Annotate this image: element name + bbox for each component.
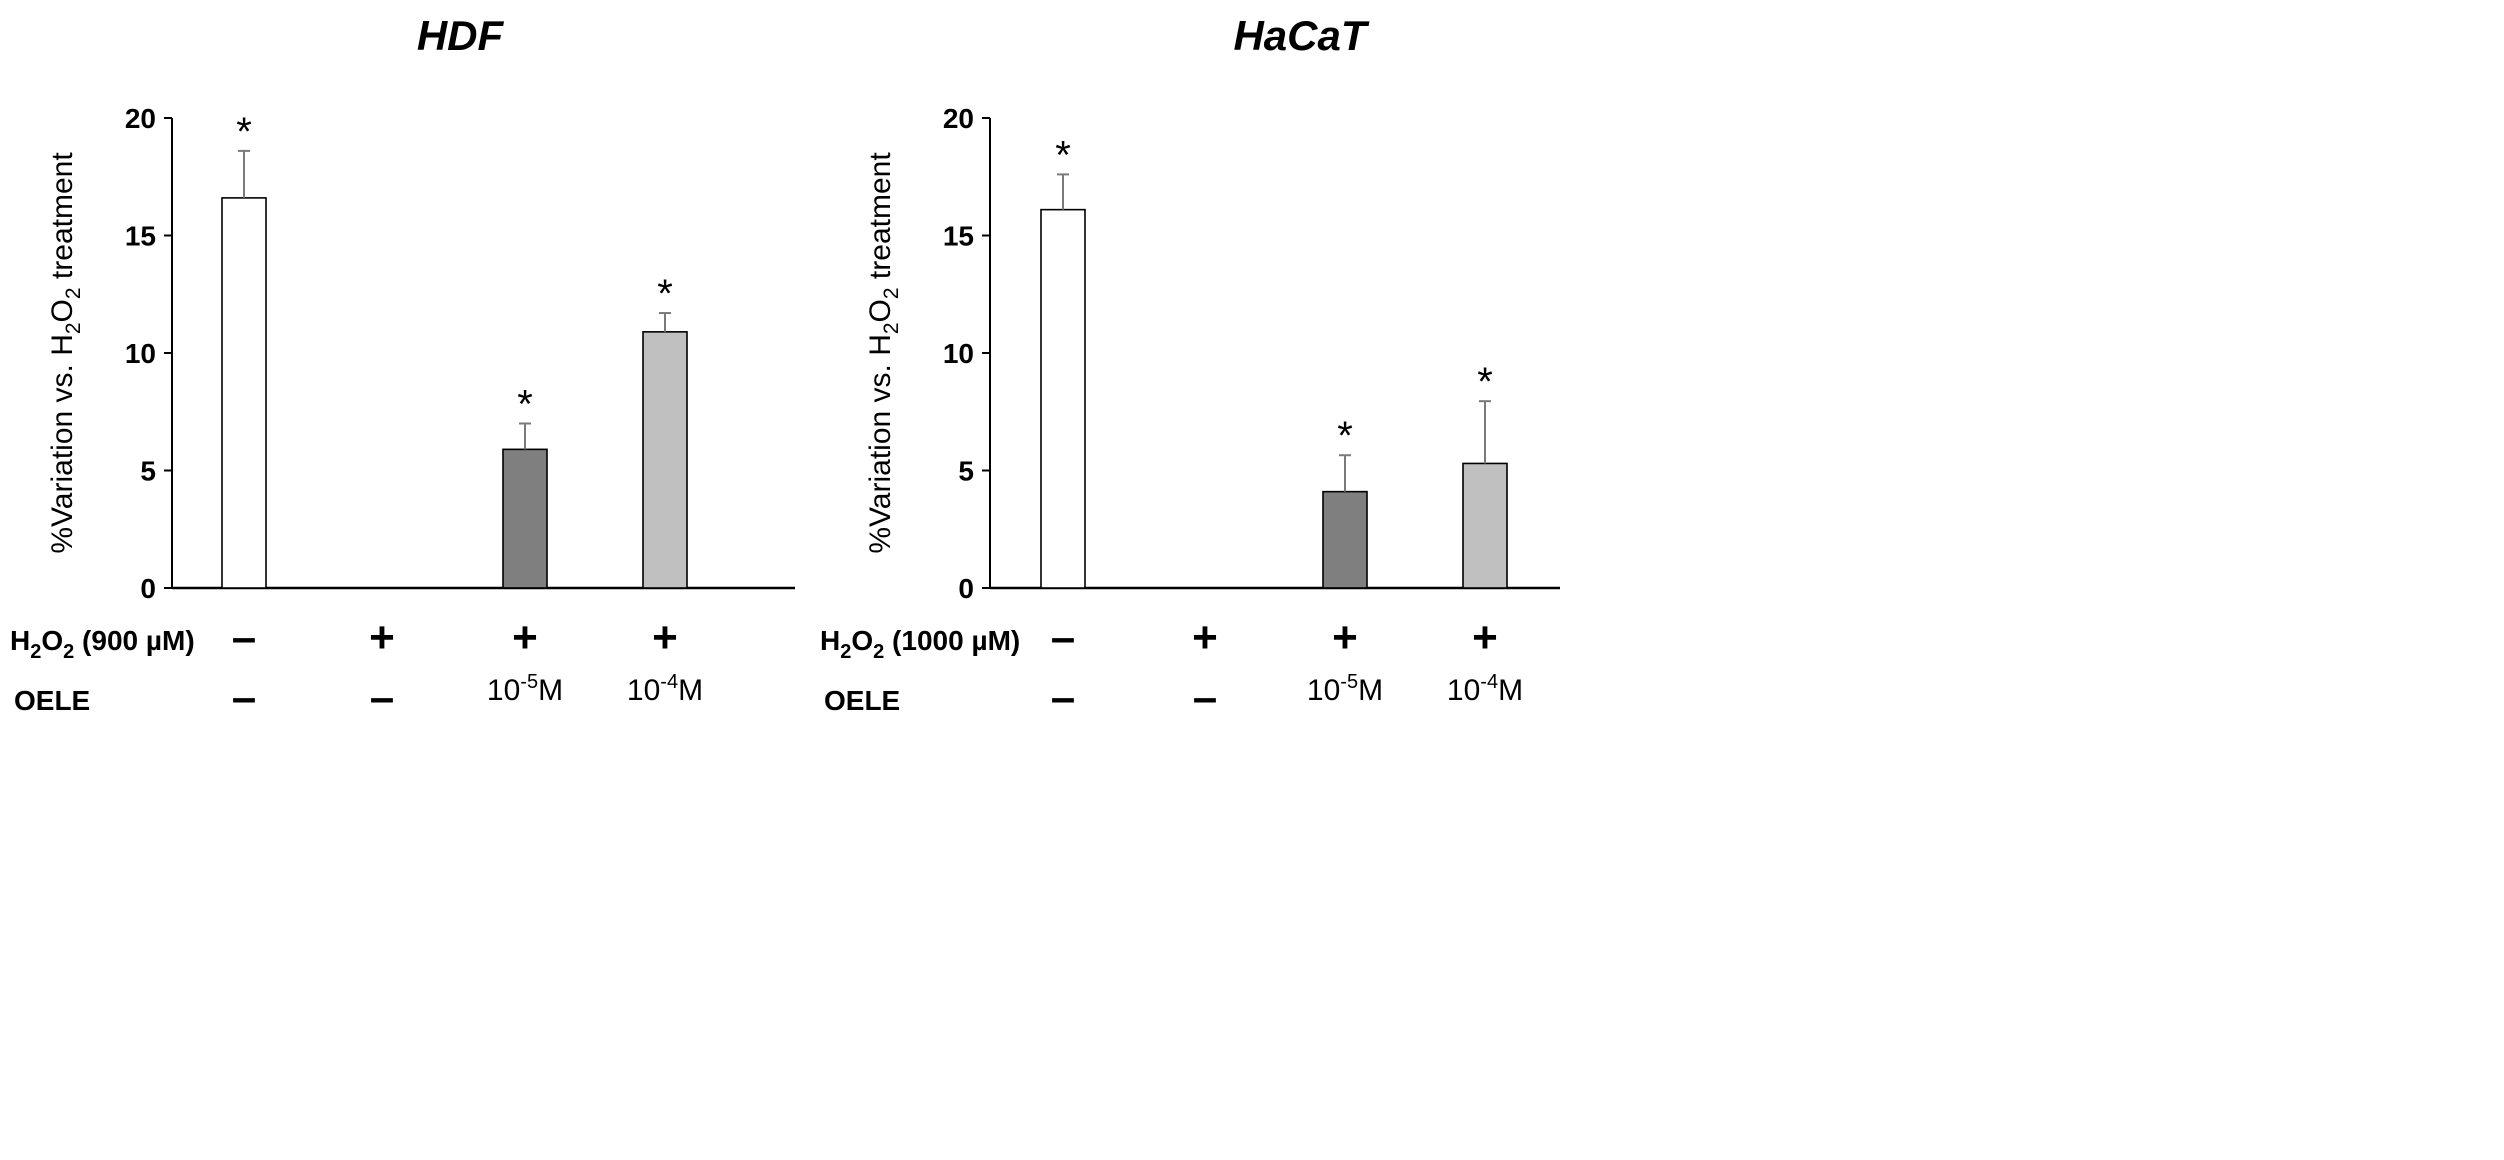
row-value-h2o2: + — [1472, 613, 1498, 662]
bar — [1040, 208, 1086, 589]
bar — [502, 448, 548, 589]
y-tick-label: 20 — [125, 103, 156, 134]
y-tick-label: 0 — [958, 573, 974, 604]
row-label-h2o2: H2O2 (900 µM) — [10, 625, 195, 663]
y-tick-label: 5 — [140, 456, 156, 487]
row-value-h2o2: + — [652, 613, 678, 662]
y-axis-label-part: O — [864, 299, 897, 322]
row-value-oele: – — [1051, 673, 1075, 722]
conc-exponent: -4 — [1480, 671, 1498, 693]
y-axis-label-part: %Variation vs. H — [864, 334, 897, 554]
row-value-oele: – — [370, 673, 394, 722]
y-axis-label-sub: 2 — [62, 322, 85, 334]
row-value-oele: – — [232, 673, 256, 722]
y-tick-label: 20 — [943, 103, 974, 134]
conc-unit: M — [1498, 674, 1523, 707]
y-axis-label-part: O — [46, 299, 79, 322]
significance-marker: * — [236, 110, 252, 154]
row-value-oele: 10-5M — [1307, 671, 1383, 707]
row-label-part: (1000 µM) — [884, 625, 1020, 656]
y-axis-label-part: treatment — [46, 152, 79, 288]
row-label-part: O — [851, 625, 873, 656]
row-label-sub: 2 — [30, 641, 41, 663]
row-value-h2o2: – — [1051, 613, 1075, 662]
conc-unit: M — [538, 674, 563, 707]
conc-unit: M — [678, 674, 703, 707]
bar — [642, 331, 688, 589]
conc-base: 10 — [1447, 674, 1480, 707]
chart-title: HaCaT — [1233, 12, 1369, 59]
y-tick-label: 5 — [958, 456, 974, 487]
significance-marker: * — [657, 272, 673, 316]
chart-title: HDF — [417, 12, 505, 59]
y-tick-label: 10 — [125, 338, 156, 369]
y-axis-label: %Variation vs. H2O2 treatment — [864, 152, 903, 554]
row-label-oele: OELE — [14, 685, 90, 716]
row-value-h2o2: + — [1192, 613, 1218, 662]
row-label-part: O — [41, 625, 63, 656]
row-value-h2o2: – — [232, 613, 256, 662]
y-tick-label: 10 — [943, 338, 974, 369]
conc-exponent: -4 — [660, 671, 678, 693]
y-axis-label-sub: 2 — [62, 287, 85, 299]
row-value-oele: 10-4M — [1447, 671, 1523, 707]
y-axis-label-sub: 2 — [880, 322, 903, 334]
conc-exponent: -5 — [1340, 671, 1358, 693]
y-tick-label: 15 — [125, 221, 156, 252]
y-axis-label: %Variation vs. H2O2 treatment — [46, 152, 85, 554]
y-tick-label: 0 — [140, 573, 156, 604]
row-value-h2o2: + — [512, 613, 538, 662]
conc-base: 10 — [627, 674, 660, 707]
y-axis-label-part: %Variation vs. H — [46, 334, 79, 554]
row-value-oele: 10-5M — [487, 671, 563, 707]
significance-marker: * — [1337, 414, 1353, 458]
y-axis-label-part: treatment — [864, 152, 897, 288]
significance-marker: * — [1477, 360, 1493, 404]
row-label-sub: 2 — [840, 641, 851, 663]
conc-base: 10 — [487, 674, 520, 707]
row-label-sub: 2 — [63, 641, 74, 663]
y-axis-label-sub: 2 — [880, 287, 903, 299]
conc-unit: M — [1358, 674, 1383, 707]
conc-exponent: -5 — [520, 671, 538, 693]
bar — [221, 197, 267, 589]
bar — [1322, 490, 1368, 589]
row-label-part: H — [10, 625, 30, 656]
significance-marker: * — [517, 383, 533, 427]
row-value-h2o2: + — [369, 613, 395, 662]
row-label-oele: OELE — [824, 685, 900, 716]
row-label-h2o2: H2O2 (1000 µM) — [820, 625, 1020, 663]
row-label-part: H — [820, 625, 840, 656]
significance-marker: * — [1055, 133, 1071, 177]
row-value-h2o2: + — [1332, 613, 1358, 662]
row-label-part: (900 µM) — [74, 625, 194, 656]
row-label-sub: 2 — [873, 641, 884, 663]
bar — [1462, 462, 1508, 589]
conc-base: 10 — [1307, 674, 1340, 707]
y-tick-label: 15 — [943, 221, 974, 252]
row-value-oele: 10-4M — [627, 671, 703, 707]
row-value-oele: – — [1193, 673, 1217, 722]
